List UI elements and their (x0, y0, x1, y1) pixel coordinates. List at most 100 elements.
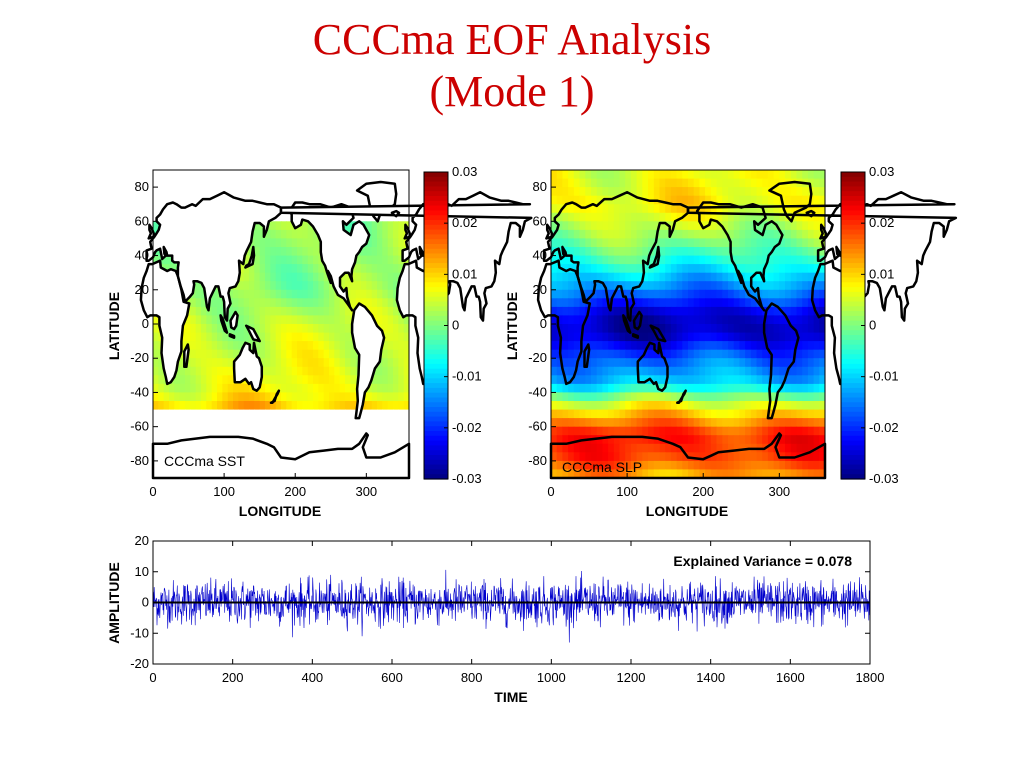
heatmap-cell (728, 187, 735, 197)
heatmap-cell (693, 315, 700, 325)
heatmap-cell (642, 221, 649, 231)
heatmap-cell (211, 409, 218, 419)
heatmap-cell (169, 195, 175, 205)
heatmap-cell (728, 324, 735, 334)
heatmap-cell (249, 418, 255, 428)
heatmap-cell (705, 289, 712, 299)
heatmap-cell (676, 272, 683, 282)
heatmap-cell (568, 212, 575, 222)
colorbar-segment (424, 368, 448, 375)
heatmap-cell (728, 443, 735, 453)
heatmap-cell (699, 170, 706, 180)
heatmap-cell (813, 469, 820, 478)
heatmap-cell (665, 247, 672, 257)
heatmap-cell (682, 272, 689, 282)
colorbar-segment (424, 315, 448, 322)
heatmap-cell (387, 358, 394, 368)
heatmap-cell (630, 247, 638, 257)
heatmap-cell (767, 426, 775, 436)
heatmap-cell (630, 366, 638, 376)
heatmap-cell (728, 264, 735, 274)
heatmap-cell (790, 187, 798, 197)
heatmap-cell (773, 401, 780, 411)
heatmap-cell (625, 469, 632, 478)
heatmap-cell (291, 366, 298, 376)
heatmap-cell (265, 195, 271, 205)
heatmap-cell (403, 341, 409, 351)
heatmap-cell (625, 452, 632, 462)
heatmap-cell (153, 195, 159, 205)
heatmap-cell (297, 426, 303, 436)
heatmap-cell (745, 272, 752, 282)
heatmap-cell (222, 426, 229, 436)
time-tick-label: 1200 (617, 670, 646, 685)
heatmap-cell (318, 195, 325, 205)
heatmap-cell (377, 392, 383, 402)
time-tick-label: 0 (149, 670, 156, 685)
heatmap-cell (562, 221, 569, 231)
heatmap-cell (339, 170, 346, 180)
heatmap-cell (733, 332, 740, 342)
heatmap-cell (318, 281, 325, 291)
heatmap-cell (398, 247, 405, 257)
heatmap-cell (163, 255, 170, 265)
heatmap-cell (254, 298, 261, 308)
heatmap-cell (653, 272, 661, 282)
heatmap-cell (688, 383, 695, 394)
heatmap-cell (722, 418, 729, 428)
heatmap-cell (185, 324, 191, 334)
heatmap-cell (779, 469, 786, 478)
heatmap-cell (693, 195, 700, 205)
heatmap-cell (756, 315, 763, 325)
heatmap-cell (728, 289, 735, 299)
heatmap-cell (318, 392, 325, 402)
heatmap-cell (722, 358, 729, 368)
heatmap-cell (355, 272, 362, 282)
heatmap-cell (366, 281, 373, 291)
heatmap-cell (767, 204, 775, 214)
colorbar-segment (424, 186, 448, 192)
heatmap-cell (334, 170, 341, 180)
heatmap-cell (733, 247, 740, 257)
heatmap-cell (659, 306, 666, 317)
heatmap-cell (377, 401, 383, 411)
heatmap-cell (619, 170, 626, 180)
heatmap-cell (169, 187, 175, 197)
heatmap-cell (688, 443, 695, 453)
heatmap-cell (688, 229, 695, 240)
heatmap-cell (728, 281, 735, 291)
heatmap-cell (722, 289, 729, 299)
heatmap-cell (398, 315, 405, 325)
heatmap-cell (630, 435, 638, 445)
heatmap-cell (716, 358, 723, 368)
heatmap-cell (756, 264, 763, 274)
colorbar-segment (841, 253, 865, 259)
heatmap-cell (756, 204, 763, 214)
heatmap-cell (366, 409, 373, 419)
heatmap-cell (291, 358, 298, 368)
heatmap-cell (796, 187, 803, 197)
heatmap-cell (739, 238, 746, 248)
heatmap-cell (653, 281, 661, 291)
heatmap-cell (636, 435, 643, 445)
heatmap-cell (785, 170, 792, 180)
heatmap-cell (602, 409, 609, 419)
heatmap-cell (568, 195, 575, 205)
heatmap-cell (688, 418, 695, 428)
heatmap-cell (665, 229, 672, 240)
heatmap-cell (785, 435, 792, 445)
heatmap-cell (355, 255, 362, 265)
heatmap-cell (323, 401, 330, 411)
heatmap-cell (785, 332, 792, 342)
heatmap-cell (259, 435, 266, 445)
heatmap-cell (243, 298, 250, 308)
colorbar-segment (424, 311, 448, 317)
heatmap-cell (339, 392, 346, 402)
heatmap-cell (739, 187, 746, 197)
heatmap-cell (779, 349, 786, 359)
heatmap-cell (733, 418, 740, 428)
heatmap-cell (670, 341, 678, 351)
heatmap-cell (733, 170, 740, 180)
heatmap-cell (222, 366, 229, 376)
heatmap-cell (779, 358, 786, 368)
